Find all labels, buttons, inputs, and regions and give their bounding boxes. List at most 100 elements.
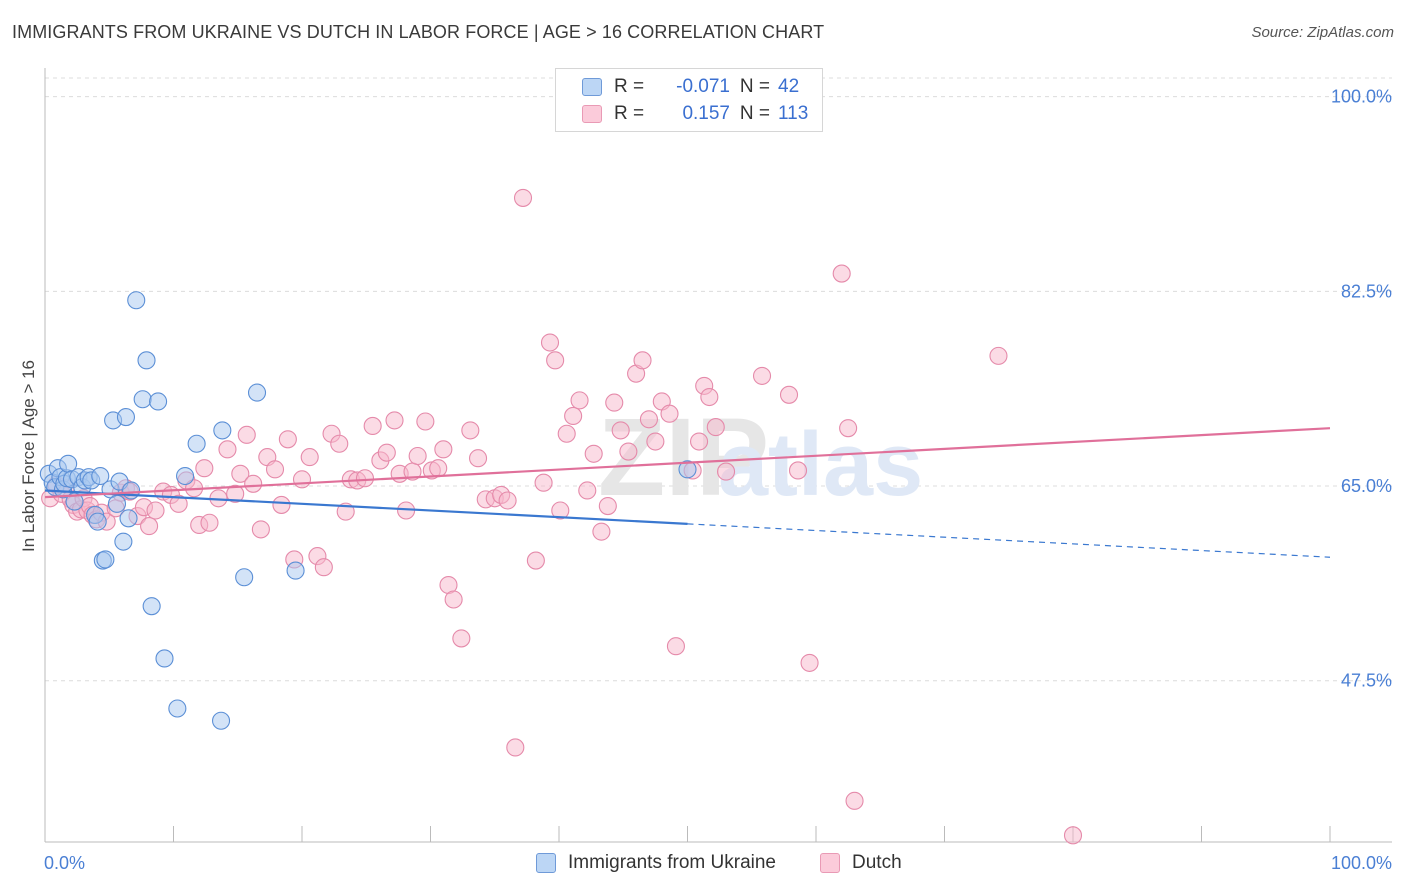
ukraine-point (119, 509, 138, 528)
dutch-point (557, 424, 576, 443)
dutch-point (551, 501, 570, 520)
legend: R = -0.071 N = 42 R = 0.157 N = 113 (555, 68, 823, 132)
y-axis-label: In Labor Force | Age > 16 (19, 360, 38, 552)
ukraine-point (137, 351, 156, 370)
y-tick-label: 82.5% (1341, 281, 1392, 301)
dutch-point (605, 393, 624, 412)
ukraine-point (213, 421, 232, 440)
ukraine-points (39, 291, 697, 730)
ukraine-point (155, 649, 174, 668)
dutch-point (578, 481, 597, 500)
dutch-point (498, 491, 517, 510)
chart-title: IMMIGRANTS FROM UKRAINE VS DUTCH IN LABO… (12, 22, 825, 42)
dutch-point (633, 351, 652, 370)
legend-r-value: -0.071 (676, 76, 730, 97)
y-tick-labels: 47.5% 65.0% 82.5% 100.0% (1331, 87, 1392, 691)
legend-r-value: 0.157 (682, 103, 730, 124)
dutch-point (779, 385, 799, 404)
legend-n-value: 113 (778, 103, 809, 124)
legend-swatch-ukraine (582, 78, 602, 96)
dutch-point (377, 443, 396, 462)
dutch-point (461, 421, 480, 440)
dutch-point (690, 432, 709, 451)
dutch-point (1063, 826, 1083, 845)
ukraine-point (114, 532, 133, 551)
dutch-point (788, 461, 808, 480)
ukraine-point (176, 466, 195, 486)
ukraine-point (91, 466, 110, 486)
dutch-point (272, 495, 291, 514)
dutch-point (534, 473, 553, 492)
ukraine-point (116, 408, 136, 427)
bottom-legend-label-ukraine: Immigrants from Ukraine (568, 852, 776, 873)
dutch-point (639, 410, 659, 429)
ukraine-point (211, 711, 231, 730)
dutch-point (845, 791, 864, 810)
dutch-point (444, 590, 463, 609)
ukraine-trend-extension (687, 523, 1331, 558)
dutch-point (700, 387, 719, 407)
ukraine-point (133, 390, 152, 409)
dutch-point (200, 513, 219, 532)
x-tick-label-min: 0.0% (44, 853, 85, 873)
dutch-point (146, 501, 165, 520)
dutch-point (716, 462, 736, 481)
dutch-point (598, 497, 617, 516)
dutch-point (429, 459, 448, 478)
dutch-point (564, 406, 583, 425)
legend-row-ukraine: R = -0.071 N = 42 (582, 74, 799, 100)
dutch-point (666, 637, 685, 656)
ukraine-point (168, 699, 187, 718)
dutch-point (800, 653, 819, 672)
x-tick-labels: 0.0% 100.0% (44, 853, 1392, 873)
dutch-point (989, 346, 1008, 365)
dutch-point (706, 418, 725, 437)
dutch-point (408, 446, 427, 466)
dutch-point (195, 459, 214, 478)
dutch-trend-line (44, 427, 1331, 499)
trend-lines (44, 427, 1331, 558)
dutch-point (265, 460, 285, 479)
dutch-point (468, 449, 488, 468)
y-tick-label: 65.0% (1341, 476, 1392, 496)
dutch-point (140, 517, 159, 536)
bottom-legend-ukraine: Immigrants from Ukraine (536, 852, 776, 874)
ukraine-point (127, 291, 146, 310)
legend-r-label: R = (614, 103, 645, 124)
dutch-point (540, 333, 560, 352)
dutch-point (363, 416, 382, 436)
dutch-point (526, 551, 545, 570)
legend-n-label: N = (739, 103, 770, 124)
ukraine-point (142, 597, 161, 616)
dutch-point (231, 464, 250, 483)
ukraine-point (122, 481, 141, 500)
bottom-legend-swatch-ukraine (536, 853, 556, 873)
dutch-point (452, 629, 471, 648)
legend-n-label: N = (739, 76, 770, 97)
dutch-point (611, 421, 630, 440)
dutch-point (226, 484, 245, 503)
dutch-point (416, 412, 435, 431)
legend-n-value: 42 (778, 76, 800, 97)
legend-row-dutch: R = 0.157 N = 113 (582, 101, 808, 127)
source-label: Source: ZipAtlas.com (1251, 24, 1394, 41)
ukraine-point (149, 392, 168, 411)
dutch-point (752, 366, 772, 385)
dutch-point (646, 432, 665, 451)
x-tick-label-max: 100.0% (1331, 853, 1392, 873)
bottom-legend-dutch: Dutch (820, 852, 902, 874)
dutch-point (584, 444, 603, 463)
bottom-legend-swatch-dutch (820, 853, 840, 873)
ukraine-point (88, 512, 107, 531)
dutch-point (330, 434, 349, 453)
watermark-atlas: atlas (718, 415, 923, 515)
dutch-point (660, 404, 679, 423)
dutch-point (434, 440, 453, 459)
dutch-point (251, 520, 270, 539)
ukraine-point (187, 434, 206, 453)
bottom-legend: Immigrants from Ukraine Dutch (0, 852, 1406, 878)
dutch-point (314, 558, 333, 577)
dutch-point (385, 411, 404, 430)
dutch-point (832, 264, 851, 283)
